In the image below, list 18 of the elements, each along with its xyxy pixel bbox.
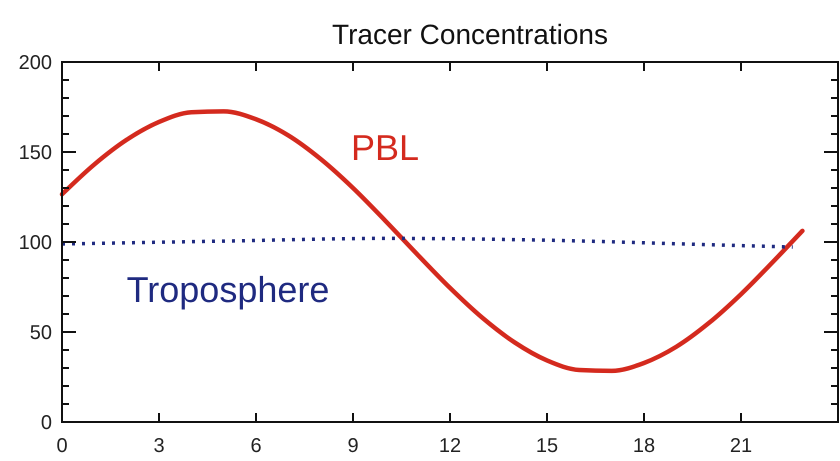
chart-title: Tracer Concentrations xyxy=(332,19,608,50)
y-tick-label: 50 xyxy=(30,322,52,344)
x-tick-label: 15 xyxy=(536,435,558,457)
x-tick-label: 18 xyxy=(632,435,656,457)
x-tick-label: 3 xyxy=(153,435,165,457)
x-tick-label: 12 xyxy=(438,435,462,457)
y-tick-label: 200 xyxy=(18,52,52,74)
x-tick-label: 6 xyxy=(250,435,262,457)
line-series xyxy=(60,109,805,374)
x-tick-label: 0 xyxy=(56,435,68,457)
y-tick-label: 150 xyxy=(18,142,52,164)
y-tick-label: 0 xyxy=(40,412,52,434)
x-tick-label: 9 xyxy=(347,435,359,457)
line-series xyxy=(60,236,794,249)
y-tick-label: 100 xyxy=(18,232,52,254)
x-tick-label: 21 xyxy=(730,435,752,457)
series-label: PBL xyxy=(350,127,420,168)
series-label: Troposphere xyxy=(126,269,330,310)
